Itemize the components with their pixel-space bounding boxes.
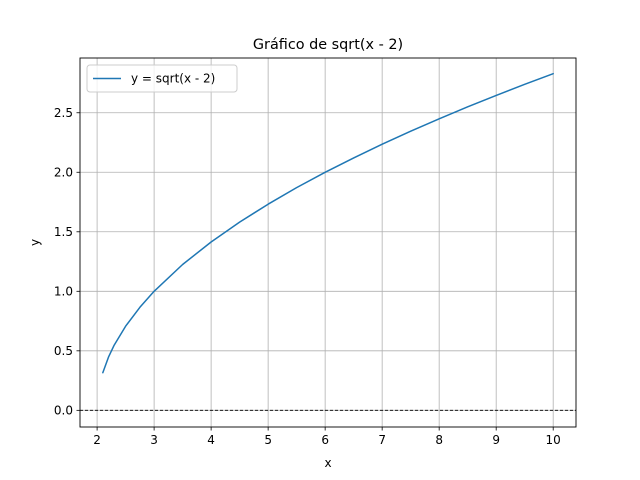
series-line <box>102 72 554 374</box>
plot-frame <box>79 57 577 428</box>
chart-title: Gráfico de sqrt(x - 2) <box>253 37 403 53</box>
y-axis-label: y <box>28 239 42 246</box>
legend: y = sqrt(x - 2) <box>86 64 238 93</box>
x-tick-label: 6 <box>321 433 329 447</box>
x-tick-label: 2 <box>93 433 101 447</box>
x-tick-label: 3 <box>150 433 158 447</box>
series-layer <box>102 72 554 374</box>
y-axis-ticks: 0.0 0.5 1.0 1.5 2.0 2.5 <box>54 106 80 417</box>
y-tick-label: 0.5 <box>54 344 73 358</box>
y-tick-label: 2.5 <box>54 106 73 120</box>
y-tick-label: 0.0 <box>54 403 73 417</box>
x-tick-label: 8 <box>435 433 443 447</box>
x-tick-label: 5 <box>264 433 272 447</box>
legend-label: y = sqrt(x - 2) <box>131 72 215 86</box>
y-tick-label: 2.0 <box>54 165 73 179</box>
plot-area <box>80 58 576 427</box>
y-tick-label: 1.0 <box>54 284 73 298</box>
x-tick-label: 4 <box>207 433 215 447</box>
y-tick-label: 1.5 <box>54 225 73 239</box>
legend-box <box>86 64 238 93</box>
x-tick-label: 7 <box>378 433 386 447</box>
x-axis-ticks: 2 3 4 5 6 7 8 9 10 <box>93 427 561 447</box>
grid-lines <box>80 58 576 427</box>
x-tick-label: 10 <box>546 433 561 447</box>
x-tick-label: 9 <box>492 433 500 447</box>
x-axis-label: x <box>324 456 331 470</box>
